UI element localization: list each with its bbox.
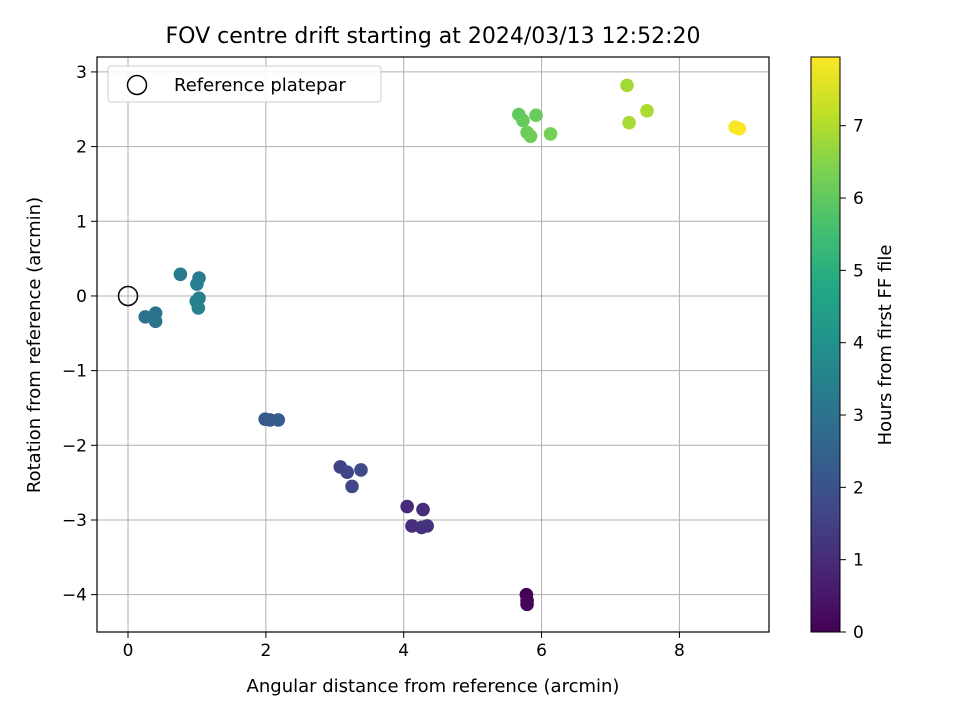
data-point (148, 314, 163, 329)
y-tick-label: −1 (62, 362, 87, 382)
x-tick-label: 8 (674, 641, 685, 661)
data-point (345, 479, 359, 494)
data-point (622, 115, 636, 130)
colorbar-tick-label: 4 (853, 334, 864, 354)
data-point (416, 502, 430, 517)
data-point (620, 78, 634, 93)
y-tick-label: −3 (62, 511, 87, 531)
reference-marker-group (117, 285, 139, 307)
legend-label: Reference platepar (174, 75, 346, 96)
data-point (543, 127, 558, 141)
reference-marker (117, 285, 139, 307)
data-point (420, 519, 434, 533)
colorbar-tick-label: 6 (853, 189, 864, 209)
colorbar-tick-label: 1 (853, 551, 864, 571)
x-tick-label: 4 (398, 641, 409, 661)
data-point (732, 121, 747, 136)
data-point (340, 465, 354, 479)
data-point (640, 103, 654, 118)
x-tick-label: 2 (260, 641, 271, 661)
colorbar-tick-label: 3 (853, 406, 864, 426)
data-point (520, 597, 534, 612)
legend: Reference platepar (107, 65, 382, 103)
colorbar-tick-label: 5 (853, 261, 864, 281)
data-point (138, 310, 153, 324)
legend-box (107, 65, 382, 103)
data-point (400, 499, 414, 514)
plot-frame (96, 56, 770, 633)
y-tick-label: 2 (76, 138, 87, 158)
data-point (192, 291, 206, 306)
data-point (271, 413, 286, 427)
colorbar-label: Hours from first FF file (875, 245, 896, 446)
colorbar-tick-label: 0 (853, 623, 864, 643)
legend-marker-icon (126, 74, 148, 96)
data-point (190, 277, 204, 291)
data-point (173, 267, 188, 282)
colorbar-tick-label: 2 (853, 478, 864, 498)
y-tick-label: 0 (76, 287, 87, 307)
colorbar-tick-label: 7 (853, 117, 864, 137)
x-axis-ticks: 0 2 4 6 8 (123, 632, 685, 661)
data-point (516, 113, 530, 128)
x-axis-label: Angular distance from reference (arcmin) (247, 676, 620, 697)
data-point (529, 108, 543, 123)
chart-title: FOV centre drift starting at 2024/03/13 … (166, 24, 701, 49)
y-tick-label: −2 (62, 436, 87, 456)
y-tick-label: 1 (76, 212, 87, 232)
y-tick-label: −4 (62, 586, 87, 606)
colorbar (810, 56, 841, 633)
data-point (523, 129, 538, 143)
data-point (354, 463, 368, 477)
colorbar-ticks: 0 1 2 3 4 5 6 7 (840, 117, 864, 643)
y-axis-ticks: 3 2 1 0 −1 −2 −3 −4 (62, 63, 97, 606)
x-tick-label: 6 (536, 641, 547, 661)
y-axis-label: Rotation from reference (arcmin) (24, 197, 45, 493)
grid (97, 57, 769, 632)
y-tick-label: 3 (76, 63, 87, 83)
x-tick-label: 0 (123, 641, 134, 661)
scatter-points (138, 78, 747, 612)
data-point (191, 301, 206, 315)
